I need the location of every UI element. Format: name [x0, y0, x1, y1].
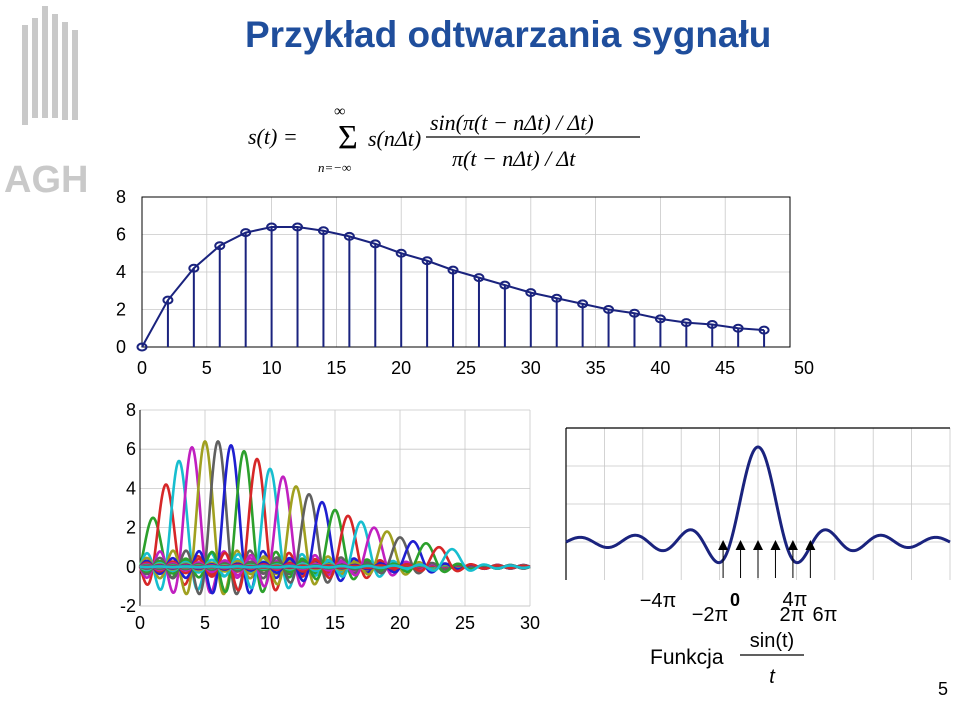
- page-title: Przykład odtwarzania sygnału: [245, 14, 772, 55]
- y-tick-label: 8: [116, 187, 126, 207]
- pi-axis-label: −4π: [640, 590, 677, 612]
- x-tick-label: 15: [326, 358, 346, 378]
- stem-marker: [758, 325, 770, 335]
- x-tick-label: 20: [391, 358, 411, 378]
- y-tick-label: 2: [126, 518, 136, 538]
- y-tick-label: 0: [126, 557, 136, 577]
- x-tick-label: 15: [325, 613, 345, 633]
- pi-axis-label: 6π: [813, 604, 838, 626]
- pi-axis-label: 4π: [783, 589, 808, 611]
- stem-marker: [525, 288, 537, 298]
- y-tick-label: 0: [116, 337, 126, 357]
- logo-stripes: [22, 6, 78, 125]
- stem-marker: [395, 248, 407, 258]
- stem-marker: [240, 228, 252, 238]
- x-tick-label: 50: [794, 358, 814, 378]
- reconstruction-formula: s(t) = ∞ Σ n=−∞ s(nΔt) sin(π(t − nΔt) / …: [248, 103, 640, 175]
- stem-marker: [317, 226, 329, 236]
- x-tick-label: 45: [715, 358, 735, 378]
- x-tick-label: 10: [260, 613, 280, 633]
- y-tick-label: 6: [126, 439, 136, 459]
- function-label-prefix: Funkcja: [650, 646, 724, 669]
- stem-marker: [369, 239, 381, 249]
- formula-numerator: sin(π(t − nΔt) / Δt): [430, 110, 594, 135]
- x-tick-label: 20: [390, 613, 410, 633]
- stem-marker: [551, 293, 563, 303]
- stem-marker: [473, 273, 485, 283]
- stem-marker: [343, 231, 355, 241]
- x-tick-label: 5: [200, 613, 210, 633]
- x-tick-label: 25: [456, 358, 476, 378]
- y-tick-label: 4: [116, 262, 126, 282]
- pi-axis-label: −2π: [692, 604, 729, 626]
- pi-axis-label: 2π: [780, 604, 805, 626]
- zero-crossing-arrow-head: [735, 540, 746, 550]
- sinc-pulse-line: [139, 547, 531, 572]
- plot-frame: [141, 196, 791, 348]
- x-tick-label: 10: [262, 358, 282, 378]
- stem-marker: [577, 299, 589, 309]
- zero-crossing-arrow-head: [805, 540, 816, 550]
- formula-sum-symbol: Σ: [338, 119, 358, 156]
- stem-marker: [162, 295, 174, 305]
- x-tick-label: 0: [135, 613, 145, 633]
- formula-sum-upper: ∞: [334, 103, 345, 120]
- y-tick-label: 6: [116, 225, 126, 245]
- y-tick-label: 8: [126, 400, 136, 420]
- x-tick-label: 5: [202, 358, 212, 378]
- formula-lhs: s(t) =: [248, 124, 298, 149]
- stem-marker: [266, 222, 278, 232]
- stem-marker: [292, 222, 304, 232]
- x-tick-label: 25: [455, 613, 475, 633]
- x-tick-label: 30: [520, 613, 540, 633]
- stem-marker: [732, 323, 744, 333]
- formula-term: s(nΔt): [368, 126, 421, 151]
- zero-crossing-arrow-head: [753, 540, 763, 550]
- stem-marker: [447, 265, 459, 275]
- stem-marker: [603, 305, 615, 314]
- sinc-function-line: [564, 445, 952, 565]
- stem-marker: [680, 318, 692, 328]
- x-tick-label: 40: [650, 358, 670, 378]
- y-tick-label: 2: [116, 300, 126, 320]
- pi-axis-label: 0: [730, 590, 740, 610]
- zero-crossing-arrow-head: [718, 540, 729, 550]
- stem-marker: [654, 314, 666, 324]
- y-tick-label: 4: [126, 478, 136, 498]
- formula-sum-lower: n=−∞: [318, 160, 351, 175]
- formula-denominator: π(t − nΔt) / Δt: [452, 146, 576, 171]
- function-label-denominator: t: [769, 666, 776, 688]
- stem-marker: [188, 263, 200, 273]
- x-tick-label: 30: [521, 358, 541, 378]
- stem-marker: [214, 241, 226, 251]
- stem-marker: [499, 280, 511, 290]
- stem-marker: [706, 320, 718, 329]
- sampled-signal-chart: 0 5 10 15 20 25 30 35 40 45 50 0 2 4 6 8: [116, 187, 814, 378]
- x-tick-label: 35: [586, 358, 606, 378]
- zero-crossing-arrow-head: [770, 540, 781, 550]
- logo-text: AGH: [4, 159, 88, 200]
- function-label-numerator: sin(t): [750, 630, 794, 652]
- y-tick-label: -2: [120, 596, 136, 616]
- x-tick-label: 0: [137, 358, 147, 378]
- stem-marker: [136, 342, 148, 352]
- page-number: 5: [938, 679, 949, 699]
- stem-marker: [628, 308, 640, 318]
- stem-marker: [421, 256, 433, 266]
- agh-logo: AGH: [4, 6, 88, 200]
- zero-crossing-arrow-head: [787, 540, 798, 550]
